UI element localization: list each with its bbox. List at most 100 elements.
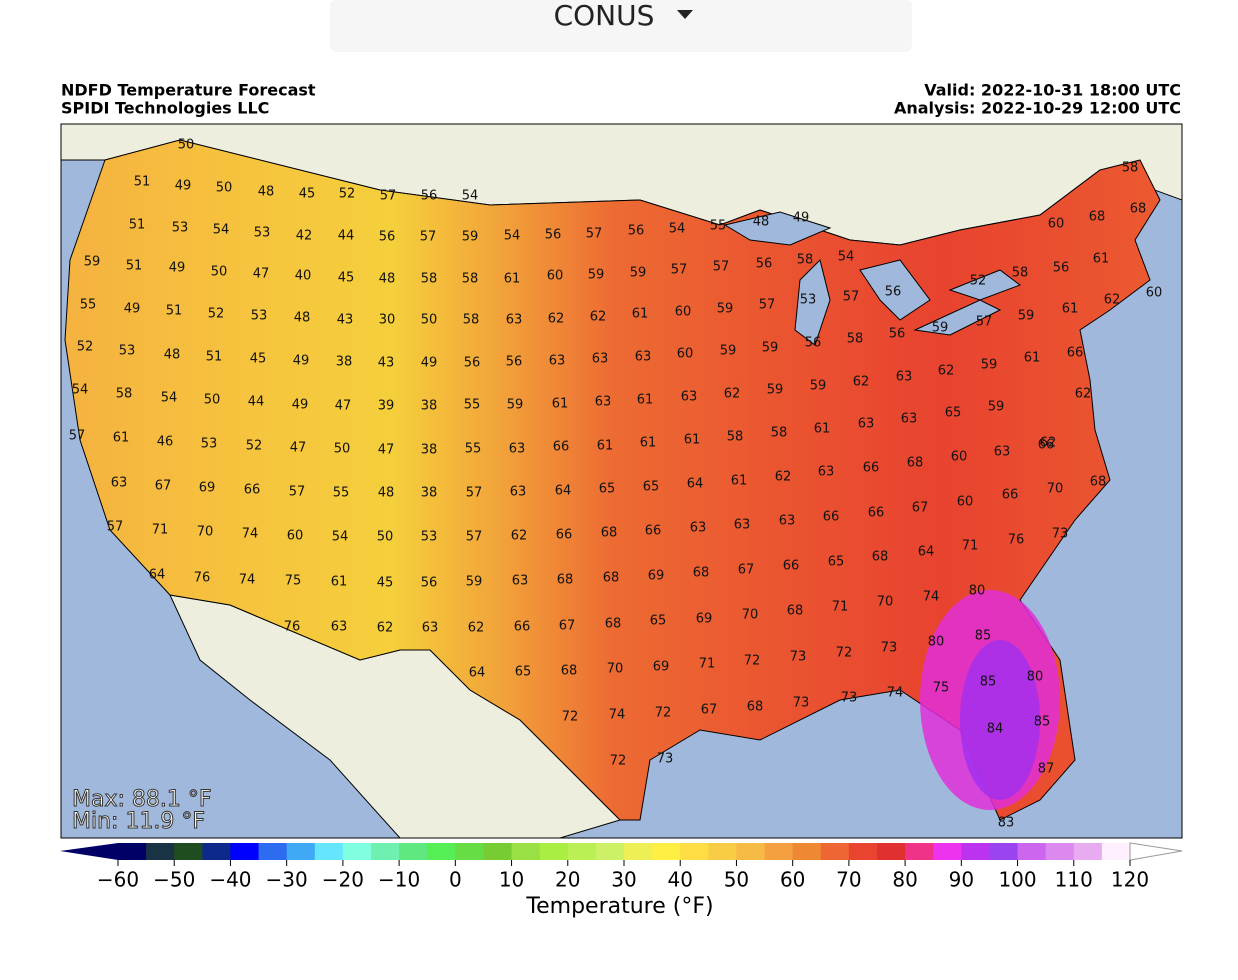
station-temp: 67: [912, 501, 929, 516]
station-temp: 45: [338, 271, 355, 286]
station-temp: 69: [696, 612, 713, 627]
colorbar-swatch: [427, 843, 456, 860]
dropdown-label[interactable]: CONUS: [554, 0, 655, 32]
station-temp: 68: [872, 550, 889, 565]
station-temp: 74: [609, 708, 626, 723]
station-temp: 62: [938, 364, 955, 379]
station-temp: 66: [556, 528, 573, 543]
station-temp: 58: [1012, 266, 1029, 281]
colorbar-swatch: [174, 843, 203, 860]
station-temp: 63: [595, 395, 612, 410]
station-temp: 83: [998, 816, 1015, 831]
station-temp: 47: [378, 443, 395, 458]
station-temp: 80: [1027, 670, 1044, 685]
station-temp: 69: [653, 660, 670, 675]
station-temp: 62: [775, 470, 792, 485]
colorbar-swatch: [230, 843, 260, 860]
dropdown-caret[interactable]: [677, 10, 693, 19]
station-temp: 47: [290, 441, 307, 456]
station-temp: 84: [987, 722, 1004, 737]
dropdown[interactable]: [330, 0, 912, 52]
colorbar-tick-label: −10: [378, 868, 420, 892]
station-temp: 66: [553, 440, 570, 455]
station-temp: 30: [379, 313, 396, 328]
station-temp: 55: [465, 442, 482, 457]
station-temp: 63: [896, 370, 913, 385]
colorbar-tick-label: −40: [209, 868, 251, 892]
colorbar-tick-label: 100: [998, 868, 1036, 892]
station-temp: 58: [847, 332, 864, 347]
station-temp: 63: [858, 417, 875, 432]
station-temp: 49: [421, 356, 438, 371]
station-temp: 74: [242, 527, 259, 542]
station-temp: 50: [377, 530, 394, 545]
station-temp: 85: [975, 629, 992, 644]
station-temp: 56: [506, 355, 523, 370]
station-temp: 68: [1090, 475, 1107, 490]
colorbar-swatch: [455, 843, 484, 860]
station-temp: 51: [134, 175, 151, 190]
station-temp: 57: [466, 530, 483, 545]
station-temp: 54: [332, 530, 349, 545]
station-temp: 63: [681, 390, 698, 405]
station-temp: 62: [590, 310, 607, 325]
station-temp: 48: [258, 185, 275, 200]
station-temp: 70: [607, 662, 624, 677]
station-temp: 72: [744, 654, 761, 669]
colorbar-label: Temperature (°F): [525, 894, 713, 919]
station-temp: 38: [421, 399, 438, 414]
colorbar-tick-label: 0: [449, 868, 462, 892]
station-temp: 54: [669, 222, 686, 237]
station-temp: 63: [549, 354, 566, 369]
station-temp: 49: [124, 302, 141, 317]
colorbar-tick-label: 30: [611, 868, 636, 892]
station-temp: 63: [994, 445, 1011, 460]
station-temp: 49: [175, 179, 192, 194]
station-temp: 70: [197, 525, 214, 540]
great-lakes: [723, 211, 1022, 346]
colorbar-swatch: [1101, 843, 1131, 860]
station-temp: 60: [1146, 286, 1163, 301]
station-temp: 66: [868, 506, 885, 521]
station-temp: 61: [640, 436, 657, 451]
station-temp: 73: [1052, 527, 1069, 542]
station-temp: 56: [885, 285, 902, 300]
colorbar-swatch: [567, 843, 597, 860]
colorbar-swatch: [342, 843, 372, 860]
station-temp: 58: [462, 272, 479, 287]
station-temp: 68: [601, 526, 618, 541]
station-temp: 62: [468, 621, 485, 636]
station-temp: 48: [294, 311, 311, 326]
station-temp: 59: [588, 268, 605, 283]
station-temp: 76: [1008, 533, 1025, 548]
station-temp: 53: [254, 226, 271, 241]
station-temp: 54: [504, 229, 521, 244]
station-temp: 66: [1038, 438, 1055, 453]
station-temp: 60: [547, 269, 564, 284]
station-temp: 65: [599, 482, 616, 497]
station-temp: 58: [421, 272, 438, 287]
analysis-time: Analysis: 2022-10-29 12:00 UTC: [894, 99, 1181, 118]
station-temp: 52: [77, 340, 94, 355]
station-temp: 74: [239, 573, 256, 588]
station-temp: 65: [650, 614, 667, 629]
station-temp: 57: [976, 315, 993, 330]
station-temp: 61: [504, 272, 521, 287]
station-temp: 70: [1047, 482, 1064, 497]
station-temp: 71: [962, 539, 979, 554]
station-temp: 63: [510, 485, 527, 500]
station-temp: 54: [213, 223, 230, 238]
station-temp: 57: [107, 520, 124, 535]
station-temp: 66: [514, 620, 531, 635]
station-temp: 45: [299, 187, 316, 202]
station-temp: 51: [166, 304, 183, 319]
map: [61, 124, 1182, 838]
station-temp: 68: [907, 456, 924, 471]
station-temp: 63: [506, 313, 523, 328]
station-temp: 85: [980, 675, 997, 690]
colorbar-swatch: [792, 843, 822, 860]
station-temp: 56: [545, 228, 562, 243]
station-temp: 61: [1093, 252, 1110, 267]
colorbar-high-arrow: [1129, 842, 1183, 861]
station-temp: 55: [710, 219, 727, 234]
